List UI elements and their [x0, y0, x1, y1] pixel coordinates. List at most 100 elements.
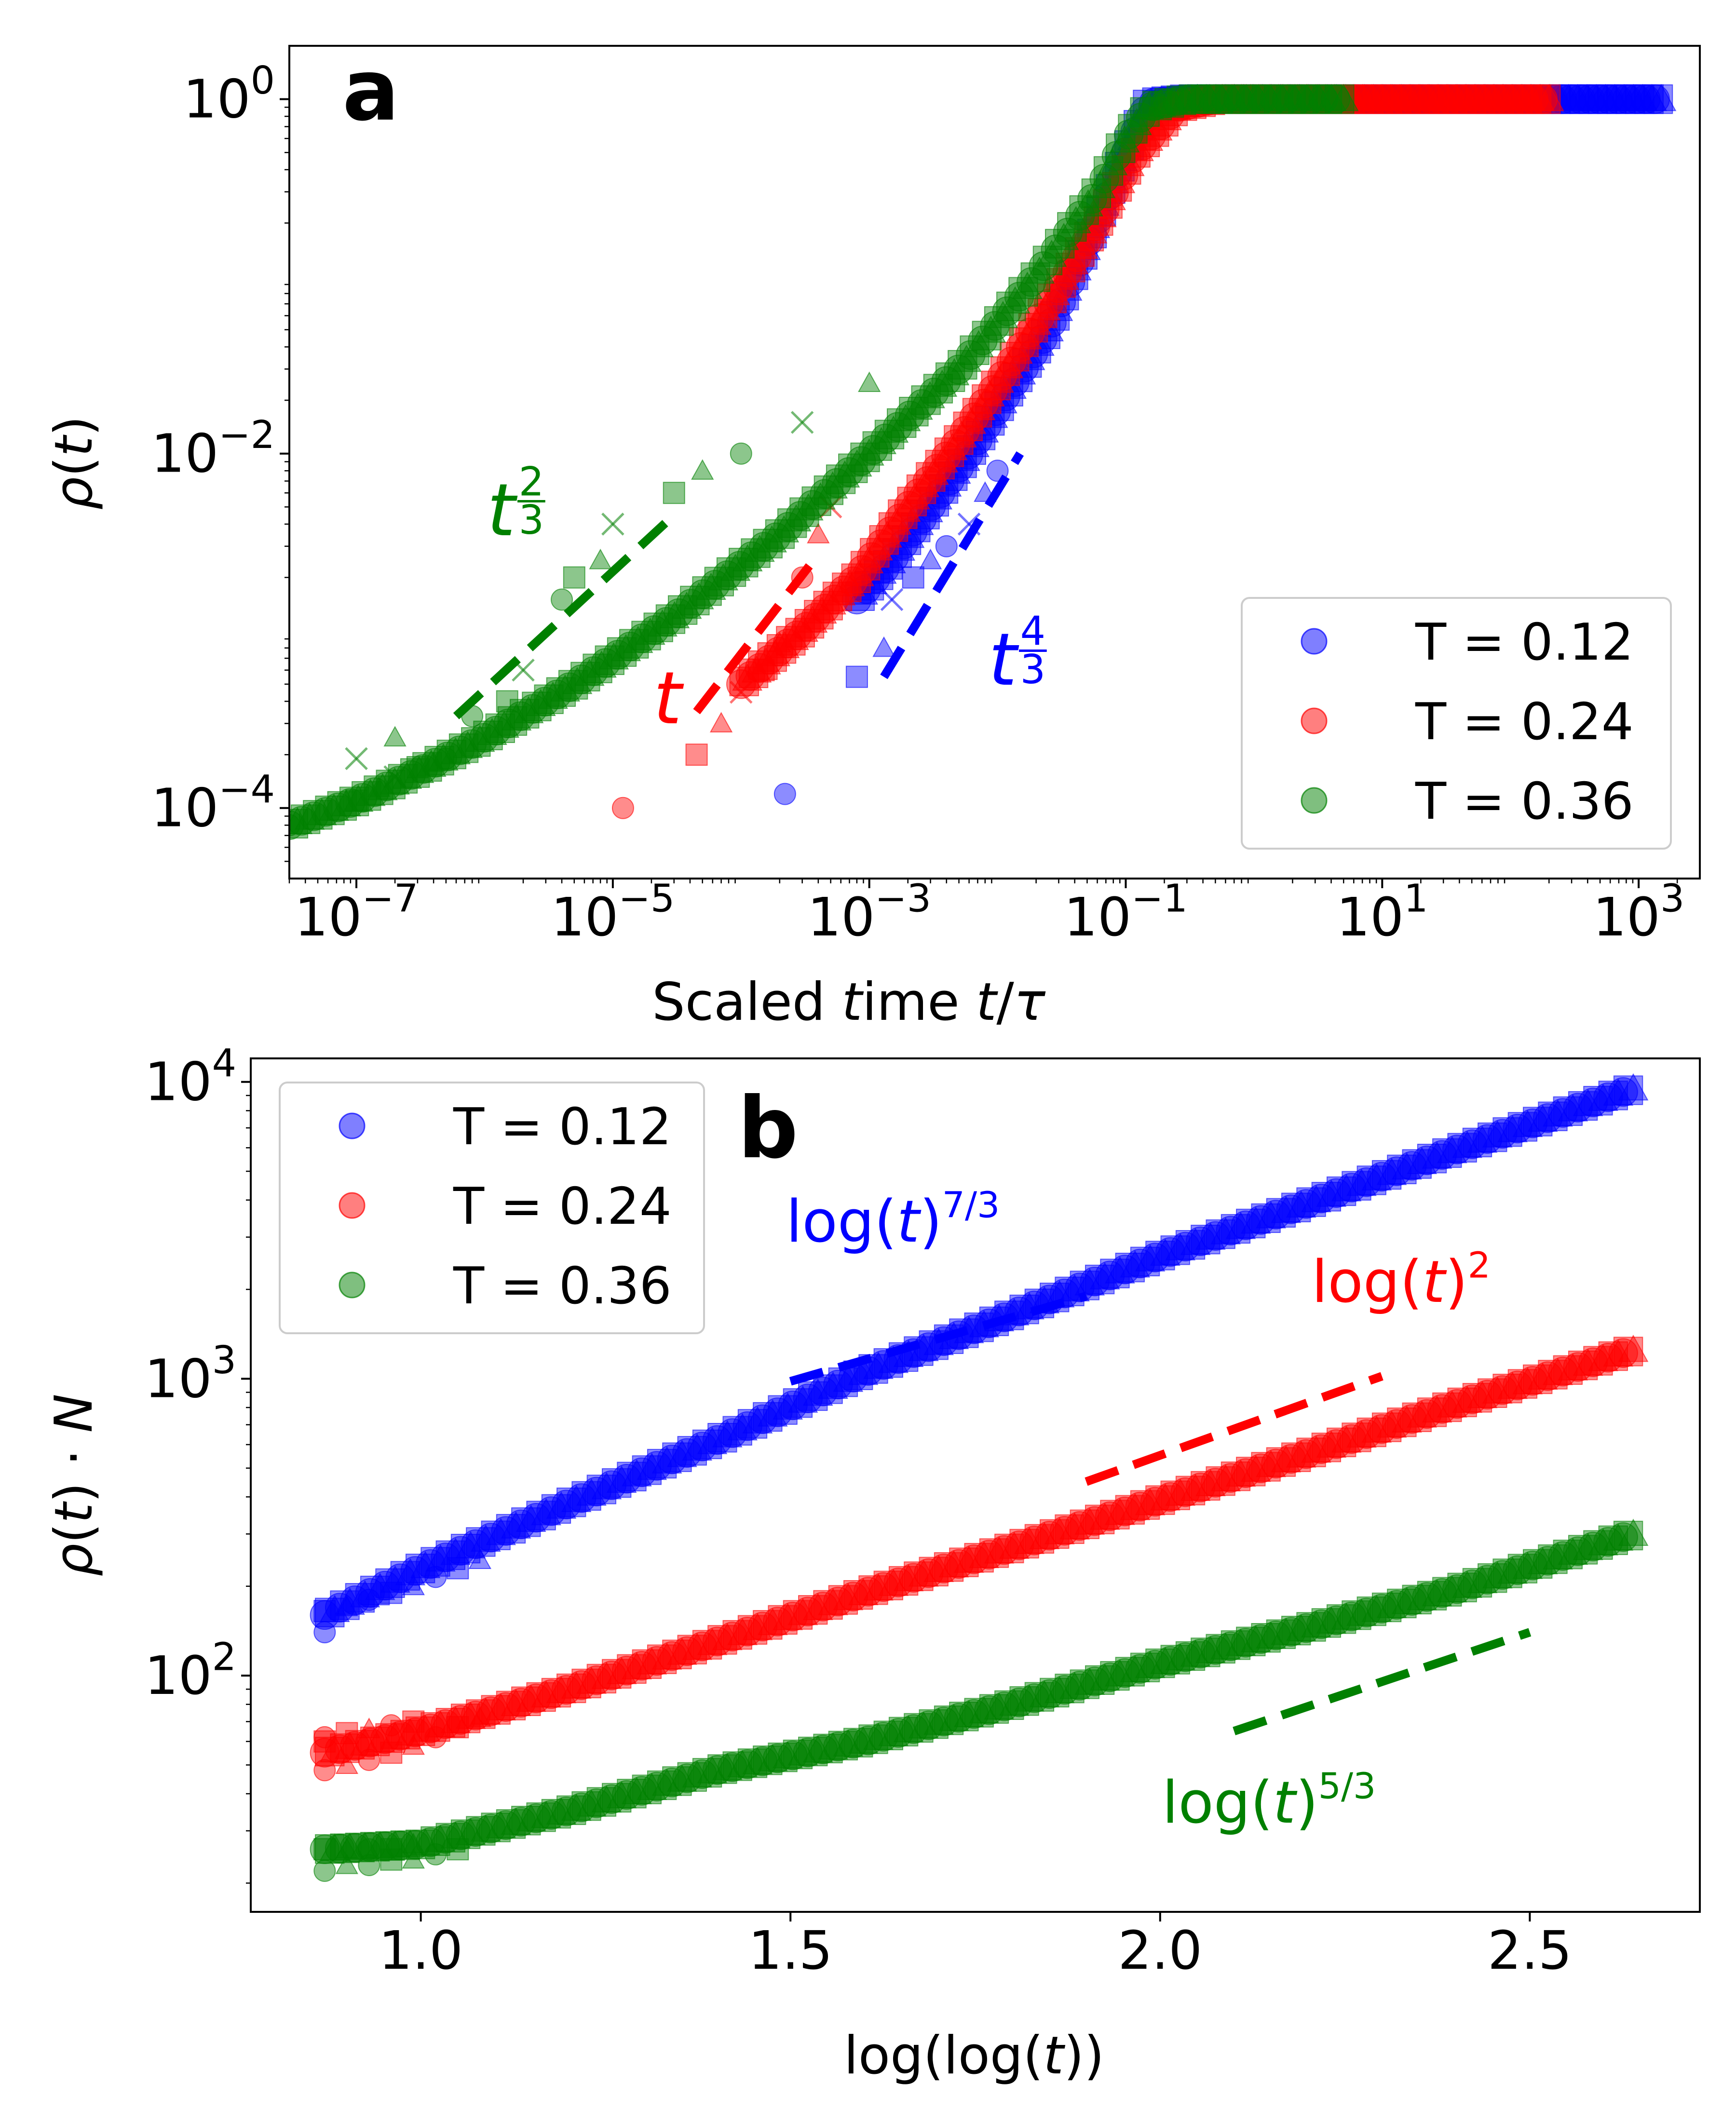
data-point: [1043, 294, 1073, 321]
x-tick-label: 10−1: [1064, 876, 1188, 948]
legend-box: [279, 1082, 705, 1334]
data-point: [531, 1800, 561, 1828]
data-point: [402, 1710, 425, 1733]
data-point: [313, 1621, 336, 1644]
data-point: [1328, 83, 1359, 111]
data-point: [582, 1788, 611, 1818]
series-036: [310, 1518, 1649, 1882]
data-point: [470, 1814, 501, 1842]
legend-b: T = 0.12 T = 0.24 T = 0.36: [279, 1082, 705, 1334]
data-point: [882, 538, 912, 568]
data-point: [447, 1557, 469, 1580]
data-point: [313, 1600, 336, 1623]
x-tick-label: 1.5: [748, 1920, 833, 1981]
data-point: [787, 1738, 818, 1766]
data-point: [434, 747, 457, 770]
data-point: [1105, 166, 1136, 193]
y-axis-label: ρ(t): [44, 416, 104, 510]
guide-label-b1: log(t)7/3: [786, 1184, 1000, 1256]
data-point: [402, 1833, 425, 1854]
data-point: [875, 516, 905, 546]
data-point: [914, 1710, 944, 1740]
data-point: [1134, 92, 1165, 119]
data-point: [424, 1566, 447, 1588]
legend-marker: [339, 1272, 366, 1299]
data-point: [551, 588, 573, 611]
guide-line: [1085, 1372, 1383, 1486]
data-point: [357, 1718, 381, 1738]
data-point: [794, 609, 825, 639]
data-point: [1049, 1675, 1080, 1705]
data-point: [1124, 134, 1154, 162]
data-point-stroke: [790, 411, 814, 434]
data-point: [1321, 1605, 1351, 1636]
data-point: [1382, 1590, 1412, 1620]
data-point: [996, 346, 1027, 377]
legend-label: T = 0.12: [453, 1097, 672, 1156]
data-point: [978, 375, 1008, 405]
legend-label: T = 0.36: [453, 1257, 672, 1315]
data-point: [922, 454, 952, 484]
data-point: [833, 1729, 864, 1757]
data-point: [944, 1703, 974, 1733]
data-point: [468, 1548, 491, 1570]
data-point: [1024, 256, 1055, 284]
plot-area: [310, 1073, 1649, 1882]
data-point: [919, 378, 949, 407]
data-point: [1028, 298, 1058, 328]
data-point: [597, 1784, 626, 1814]
data-point: [912, 466, 943, 496]
data-point: [1106, 133, 1136, 163]
data-point: [919, 548, 942, 569]
data-point: [989, 1692, 1019, 1721]
guide-label-t23: t 23: [487, 459, 545, 553]
data-point: [1060, 206, 1091, 233]
data-point: [383, 726, 407, 747]
data-point: [974, 1695, 1004, 1725]
y-axis-label: ρ(t) · N: [44, 1394, 104, 1576]
data-point: [752, 659, 775, 681]
data-point: [1102, 172, 1132, 202]
data-point: [1004, 1687, 1034, 1718]
data-point: [601, 513, 624, 536]
legend-label: T = 0.36: [1415, 772, 1634, 831]
guide-label-b3: log(t)5/3: [1162, 1765, 1376, 1837]
data-point: [345, 789, 368, 812]
data-point: [814, 475, 844, 505]
data-point: [918, 457, 949, 485]
data-point: [797, 605, 828, 633]
axes-frame: [250, 1057, 1701, 1913]
guide-label-t43-den: 3: [1020, 647, 1046, 693]
data-point: [959, 1699, 989, 1729]
data-point: [563, 566, 585, 589]
data-point: [818, 1732, 848, 1760]
data-point: [365, 1725, 395, 1752]
data-point: [1336, 1601, 1367, 1632]
data-point: [1432, 1577, 1462, 1607]
data-point: [1006, 332, 1036, 362]
data-point: [627, 1776, 657, 1806]
x-tick-label: 2.0: [1118, 1920, 1202, 1981]
legend-marker: [339, 1192, 366, 1219]
data-point: [685, 744, 708, 766]
data-point: [856, 542, 887, 572]
data-point: [447, 1838, 469, 1861]
data-point: [440, 1821, 471, 1849]
data-point: [455, 1817, 486, 1845]
data-point: [727, 1750, 758, 1777]
data-point: [987, 361, 1017, 391]
data-point: [880, 588, 904, 611]
data-point: [447, 1716, 469, 1739]
panel-letter-a: a: [342, 42, 399, 140]
data-point: [825, 578, 856, 606]
guide-line: [880, 451, 1024, 679]
data-point: [651, 607, 681, 637]
guide-label-t43: t 43: [989, 609, 1047, 702]
data-point: [672, 1763, 702, 1793]
data-point: [319, 1735, 350, 1762]
data-point: [1048, 223, 1079, 250]
data-point: [1618, 1334, 1649, 1362]
guide-label-t43-base: t: [989, 618, 1019, 702]
data-point: [335, 1853, 359, 1874]
